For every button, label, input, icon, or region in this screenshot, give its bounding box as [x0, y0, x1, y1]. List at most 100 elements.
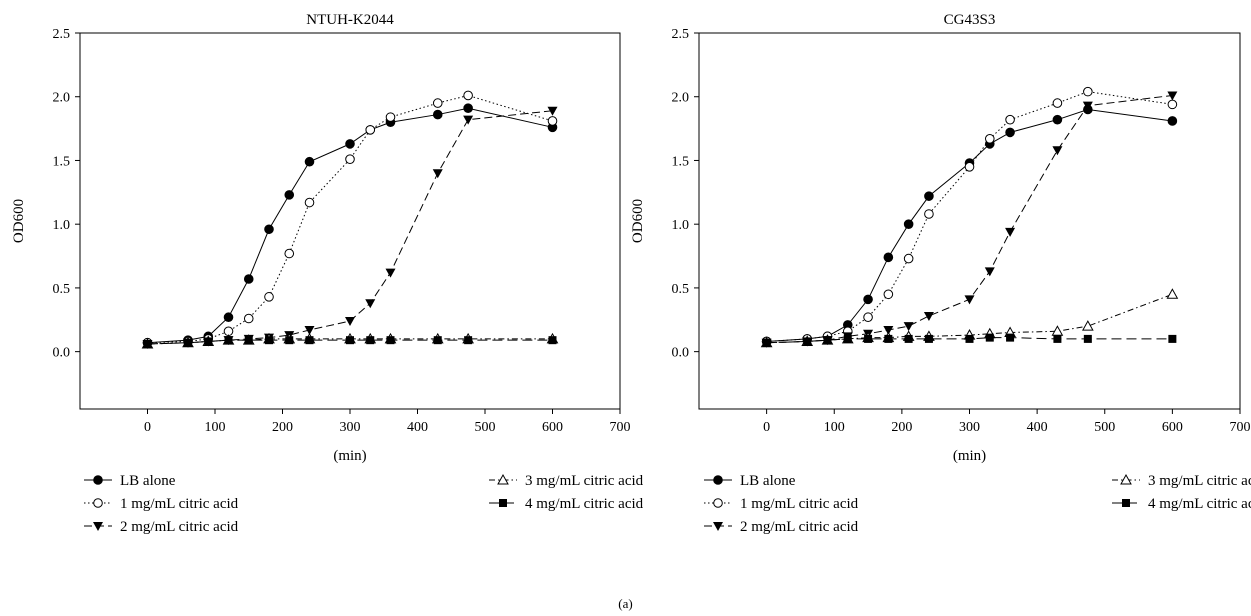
x-axis-label: (min) [953, 448, 986, 464]
x-tick-label: 500 [475, 420, 496, 435]
marker-s2-p9 [984, 267, 995, 277]
marker-s0-p6 [903, 219, 914, 229]
marker-s1-p6 [903, 253, 914, 264]
marker-s4-p10 [386, 336, 395, 345]
marker-s4-p12 [1083, 334, 1092, 343]
legend: LB alone 1 mg/mL citric acid 2 mg/mL citri… [84, 473, 644, 535]
marker-s0-p5 [883, 252, 894, 263]
marker-s4-p2 [823, 336, 832, 345]
legend-item-1: 1 mg/mL citric acid [84, 496, 239, 512]
x-tick-label: 500 [1094, 420, 1115, 435]
x-tick-label: 700 [1230, 420, 1251, 435]
marker-s4-p0 [762, 338, 771, 347]
chart-panel-1: CG43S3 0 100 200 300 400 500 600 700 0.0 0.5 1.0 1.5… [630, 12, 1251, 535]
marker-s4-p2 [204, 337, 213, 346]
legend-label: 1 mg/mL citric acid [740, 496, 859, 512]
marker-s4-p12 [464, 336, 473, 345]
marker-s0-p4 [243, 274, 254, 284]
x-tick-label: 400 [1027, 420, 1048, 435]
marker-s4-p11 [433, 336, 442, 345]
marker-s1-p5 [264, 292, 274, 302]
legend-item-0: LB alone [704, 473, 796, 489]
legend-label: 1 mg/mL citric acid [120, 496, 239, 512]
series-1 [142, 90, 558, 348]
series-0 [761, 104, 1178, 347]
series-4 [762, 333, 1177, 347]
y-tick-label: 2.5 [672, 27, 690, 42]
legend-label: 4 mg/mL citric acid [525, 496, 644, 512]
marker-s1-p13 [1167, 99, 1178, 110]
series-4 [143, 336, 557, 348]
chart-title: NTUH-K2044 [306, 12, 394, 28]
marker-slegend2-p0 [93, 522, 103, 531]
marker-s1-p13 [547, 116, 558, 126]
series-line-1 [147, 94, 553, 344]
marker-s4-p6 [285, 336, 294, 345]
marker-s1-p6 [284, 248, 295, 259]
legend-label: 4 mg/mL citric acid [1148, 496, 1251, 512]
marker-s0-p4 [863, 294, 873, 305]
marker-s1-p11 [432, 98, 443, 108]
marker-s3-p13 [1166, 288, 1179, 299]
marker-s4-p0 [143, 339, 152, 348]
legend-item-4: 4 mg/mL citric acid [1112, 496, 1251, 512]
marker-s4-p6 [904, 334, 913, 343]
x-tick-label: 100 [205, 420, 226, 435]
marker-s4-p4 [864, 334, 873, 343]
marker-s2-p7 [923, 311, 934, 321]
marker-s2-p10 [385, 268, 396, 278]
y-tick-label: 1.5 [53, 154, 71, 169]
marker-s2-p9 [365, 299, 376, 309]
marker-s2-p8 [964, 295, 975, 305]
chart-panel-0: NTUH-K2044 0 100 200 300 400 500 600 700 0.0 0.5 1.… [11, 12, 644, 535]
marker-s1-p9 [365, 125, 376, 135]
marker-s4-p8 [346, 336, 354, 345]
marker-s2-p13 [1167, 91, 1178, 101]
x-tick-label: 300 [340, 420, 361, 435]
marker-s2-p11 [432, 169, 443, 179]
marker-s4-p13 [1168, 334, 1177, 343]
marker-s4-p13 [548, 336, 557, 345]
legend: LB alone 1 mg/mL citric acid 2 mg/mL citri… [704, 473, 1251, 535]
legend-item-0: LB alone [84, 473, 176, 489]
marker-s1-p4 [863, 312, 873, 323]
legend-label: 3 mg/mL citric acid [1148, 473, 1251, 489]
x-tick-label: 600 [542, 420, 563, 435]
y-tick-label: 1.0 [53, 218, 71, 233]
marker-s4-p3 [843, 334, 852, 343]
marker-s1-p12 [463, 90, 473, 101]
marker-s4-p7 [924, 334, 933, 343]
series-line-0 [766, 108, 1173, 342]
marker-s0-p7 [304, 156, 315, 167]
legend-label: LB alone [740, 473, 796, 489]
marker-slegend3-p0 [1120, 473, 1132, 485]
marker-slegend1-p0 [93, 498, 103, 508]
y-tick-label: 2.0 [672, 91, 690, 106]
marker-slegend3-p0 [497, 473, 509, 485]
marker-s2-p10 [1005, 227, 1016, 237]
x-tick-label: 300 [959, 420, 980, 435]
marker-s0-p5 [264, 224, 274, 235]
legend-label: 3 mg/mL citric acid [525, 473, 644, 489]
legend-item-1: 1 mg/mL citric acid [704, 496, 859, 512]
x-axis-label: (min) [333, 448, 366, 464]
marker-s0-p11 [1052, 114, 1063, 125]
x-tick-label: 0 [763, 420, 770, 435]
marker-s2-p12 [463, 115, 474, 125]
legend-item-3: 3 mg/mL citric acid [1112, 473, 1251, 489]
marker-s4-p7 [305, 336, 314, 345]
marker-s0-p10 [1005, 127, 1015, 138]
marker-s2-p11 [1052, 146, 1063, 156]
x-tick-label: 200 [891, 420, 912, 435]
y-tick-label: 1.0 [672, 218, 690, 233]
legend-item-2: 2 mg/mL citric acid [84, 519, 239, 535]
series-0 [142, 103, 558, 348]
x-tick-label: 200 [272, 420, 293, 435]
marker-s3-p11 [1051, 325, 1064, 336]
y-axis-label: OD600 [11, 199, 27, 243]
y-tick-label: 0.0 [672, 346, 690, 361]
marker-s2-p13 [547, 106, 558, 116]
marker-s4-p5 [265, 336, 273, 345]
plot-frame [79, 32, 621, 410]
marker-s4-p9 [985, 333, 994, 342]
